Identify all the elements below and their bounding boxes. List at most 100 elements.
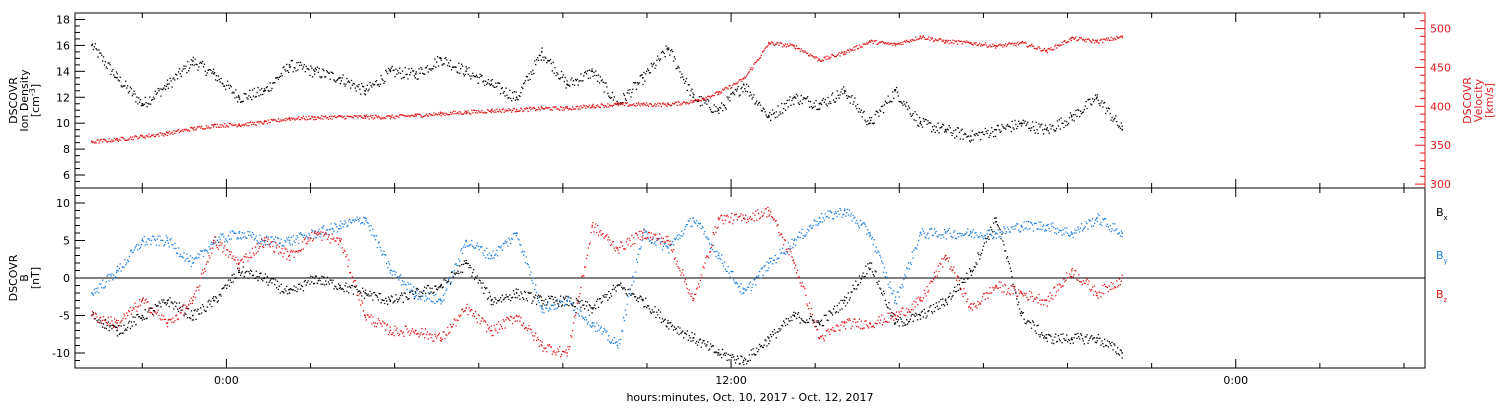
Bz-point — [312, 240, 314, 242]
Bx-data-point — [1045, 337, 1048, 339]
Bx-point — [507, 296, 509, 298]
Bz-point — [120, 321, 122, 323]
density-point — [923, 120, 925, 122]
density-point — [808, 100, 810, 102]
velocity-point — [724, 87, 726, 89]
Bx-point — [840, 299, 842, 301]
By-point — [513, 232, 515, 234]
By-point — [485, 257, 487, 259]
velocity-point — [290, 117, 292, 119]
By-point — [311, 229, 313, 231]
Bx-point — [189, 317, 191, 319]
density-point — [698, 96, 701, 98]
density-point — [634, 82, 637, 84]
By-point — [520, 244, 522, 246]
velocity-point — [653, 104, 655, 106]
By-point — [360, 223, 362, 225]
Bx-point — [304, 280, 306, 282]
density-point — [827, 96, 829, 99]
Bx-point — [886, 306, 888, 308]
velocity-point — [885, 42, 887, 45]
Bx-point — [586, 301, 589, 303]
By-point — [345, 222, 347, 224]
velocity-point — [944, 42, 946, 44]
density-point — [205, 74, 207, 76]
By-point — [780, 252, 782, 255]
Bx-point — [104, 319, 107, 321]
By-point — [617, 347, 619, 349]
density-point — [747, 85, 750, 87]
density-point — [1004, 127, 1006, 129]
velocity-point — [1047, 48, 1049, 50]
Bz-point — [308, 237, 310, 239]
By-data-point — [191, 262, 194, 264]
density-point — [136, 96, 138, 98]
density-point — [565, 87, 567, 89]
velocity-point — [967, 41, 969, 44]
Bx-point — [206, 306, 208, 308]
density-point — [540, 59, 542, 61]
velocity-point — [461, 113, 464, 115]
density-point — [238, 95, 240, 97]
Bx-point — [566, 304, 568, 306]
By-point — [546, 307, 548, 309]
By-point — [194, 257, 196, 260]
By-point — [968, 235, 970, 237]
By-point — [283, 245, 285, 247]
By-point — [659, 237, 661, 240]
Bx-point — [795, 312, 797, 314]
Bx-point — [767, 336, 769, 338]
density-point — [307, 68, 309, 70]
By-point — [599, 327, 602, 329]
Bx-point — [331, 282, 333, 284]
By-point — [671, 243, 673, 245]
Bx-point — [744, 357, 746, 359]
velocity-point — [912, 39, 914, 42]
velocity-point — [277, 118, 280, 120]
velocity-point — [603, 106, 605, 109]
velocity-point — [202, 128, 205, 130]
Bx-point — [1012, 283, 1014, 286]
velocity-point — [169, 133, 171, 135]
By-point — [1032, 230, 1035, 232]
Bx-point — [311, 281, 313, 283]
By-point — [695, 222, 697, 225]
By-point — [537, 300, 540, 302]
velocity-point — [139, 136, 141, 138]
Bx-data-point — [641, 299, 644, 302]
Bx-point — [222, 287, 224, 289]
By-point — [1012, 228, 1014, 230]
Bz-point — [143, 302, 145, 304]
Bz-point — [216, 246, 218, 249]
velocity-point — [622, 103, 624, 106]
Bx-point — [439, 286, 441, 288]
density-point — [197, 69, 199, 71]
velocity-point — [1013, 44, 1015, 46]
velocity-point — [278, 121, 280, 123]
velocity-point — [586, 106, 589, 108]
By-point — [504, 240, 506, 242]
By-point — [95, 287, 97, 290]
density-point — [829, 101, 831, 103]
density-point — [1054, 130, 1056, 132]
Bx-point — [609, 297, 611, 299]
Bz-point — [247, 260, 249, 262]
velocity-point — [102, 138, 105, 140]
Bz-point — [365, 319, 367, 321]
Bx-data-point — [742, 359, 745, 362]
velocity-point — [536, 109, 539, 111]
By-point — [1075, 232, 1077, 234]
By-point — [928, 237, 930, 240]
By-point — [757, 276, 759, 278]
Bz-point — [121, 319, 123, 322]
density-point — [548, 60, 551, 62]
Bx-point — [558, 305, 560, 307]
By-point — [975, 231, 977, 234]
Bx-point — [980, 254, 982, 256]
Bx-point — [427, 285, 429, 287]
By-point — [358, 220, 360, 222]
By-point — [480, 246, 482, 249]
By-point — [568, 297, 570, 299]
density-point — [919, 116, 921, 119]
Bx-point — [105, 327, 107, 330]
